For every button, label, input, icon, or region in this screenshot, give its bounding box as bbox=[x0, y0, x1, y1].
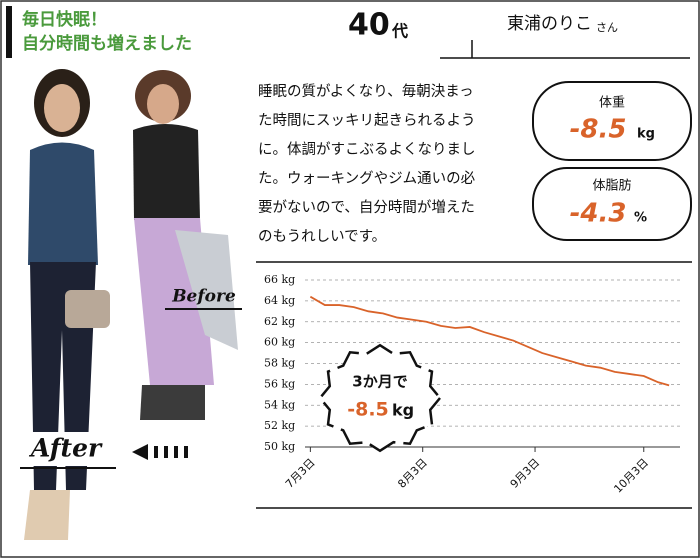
y-tick-label: 50 kg bbox=[264, 440, 295, 453]
stat-value: -4.3 bbox=[570, 199, 627, 229]
callout-badge bbox=[318, 343, 442, 453]
stat-unit: kg bbox=[637, 127, 655, 142]
stat-oval bbox=[532, 81, 692, 161]
headline-bar bbox=[6, 6, 12, 58]
stat-label: 体重 bbox=[599, 95, 625, 111]
label-bg bbox=[18, 432, 116, 466]
stat-unit: % bbox=[634, 211, 647, 226]
body-line: に。体調がすこぶるよくなりまし bbox=[258, 141, 476, 158]
after-label: After bbox=[29, 434, 103, 463]
line bbox=[309, 295, 670, 387]
body-line: た時間にスッキリ起きられるよう bbox=[258, 112, 476, 129]
name: 東浦のりこ bbox=[507, 14, 592, 34]
y-tick-label: 62 kg bbox=[264, 315, 295, 328]
stat-oval bbox=[532, 167, 692, 241]
y-tick-label: 56 kg bbox=[264, 377, 295, 390]
callout-value: -8.5 bbox=[347, 399, 389, 421]
y-tick-label: 54 kg bbox=[264, 398, 295, 411]
body-line: 睡眠の質がよくなり、毎朝決まっ bbox=[258, 82, 474, 100]
callout-unit: kg bbox=[392, 401, 414, 420]
body-text: 睡眠の質がよくなり、毎朝決まった時間にスッキリ起きられるように。体調がすこぶるよ… bbox=[258, 82, 476, 245]
honorific: さん bbox=[596, 21, 618, 34]
y-tick-label: 66 kg bbox=[264, 273, 295, 286]
body-line: のもうれしいです。 bbox=[258, 228, 386, 245]
stat-label: 体脂肪 bbox=[592, 178, 631, 194]
y-tick-label: 60 kg bbox=[264, 336, 295, 349]
age: 40 bbox=[348, 8, 390, 43]
arrow-dots bbox=[154, 446, 188, 458]
headline: 自分時間も増えました bbox=[22, 33, 192, 54]
arrow bbox=[132, 444, 148, 460]
age-suffix: 代 bbox=[391, 22, 408, 41]
y-tick-label: 58 kg bbox=[264, 357, 295, 370]
callout-lead: 3か月で bbox=[352, 373, 407, 391]
before-photo bbox=[133, 70, 238, 420]
body-line: た。ウォーキングやジム通いの必 bbox=[258, 170, 476, 187]
body-line: 要がないので、自分時間が増えた bbox=[258, 199, 475, 216]
y-tick-label: 64 kg bbox=[264, 294, 295, 307]
y-tick-label: 52 kg bbox=[264, 419, 295, 432]
headline: 毎日快眠！ bbox=[22, 9, 107, 30]
stat-value: -8.5 bbox=[570, 115, 627, 145]
before-label: Before bbox=[171, 287, 236, 307]
